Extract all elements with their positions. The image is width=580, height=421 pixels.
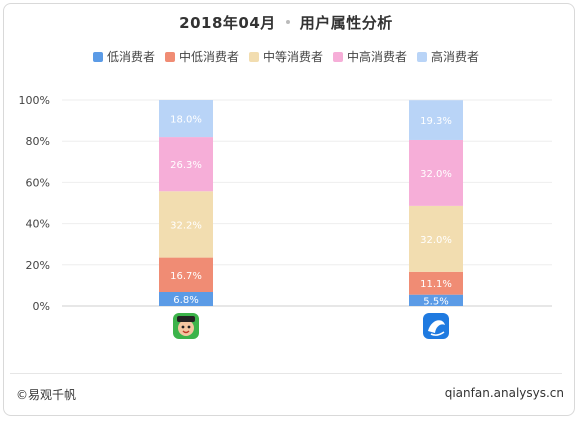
app-icon-0-hat — [177, 316, 195, 322]
data-label-1-2: 32.0% — [420, 235, 452, 246]
legend-item-0: 低消费者 — [92, 48, 155, 65]
data-label-0-4: 18.0% — [170, 115, 202, 126]
legend-item-1: 中低消费者 — [164, 48, 239, 65]
bar-segment-0-4 — [159, 100, 213, 138]
y-tick-label-1: 20% — [26, 259, 50, 272]
y-tick-label-5: 100% — [19, 94, 50, 107]
legend-label-4: 高消费者 — [431, 50, 480, 64]
app-icon-1-wave — [430, 331, 445, 336]
legend-swatch-3 — [333, 52, 343, 62]
app-icon-0-mouth — [182, 330, 190, 334]
title-separator-dot — [285, 20, 290, 24]
footer-divider — [10, 373, 562, 374]
app-icon-0-eye-left — [181, 325, 185, 329]
data-label-0-0: 6.8% — [173, 295, 198, 306]
legend-label-1: 中低消费者 — [178, 50, 239, 64]
source-label: ©易观千帆 — [16, 388, 77, 402]
legend-swatch-0 — [92, 52, 103, 62]
y-tick-label-0: 0% — [33, 300, 50, 313]
y-tick-label-3: 60% — [26, 176, 50, 189]
bar-segment-1-1 — [409, 271, 463, 295]
y-tick-label-2: 40% — [26, 218, 50, 231]
legend-label-3: 中高消费者 — [347, 50, 408, 64]
chart-title: 2018年04月 用户属性分析 — [0, 12, 572, 33]
legend: 低消费者 中低消费者 中等消费者 中高消费者 高消费者 — [0, 48, 572, 65]
app-icon-0-eye-right — [187, 325, 191, 329]
data-label-1-4: 19.3% — [420, 116, 452, 127]
y-tick-label-4: 80% — [26, 135, 50, 148]
bar-segment-0-3 — [159, 137, 213, 192]
bar-segment-0-1 — [159, 257, 213, 292]
legend-item-4: 高消费者 — [417, 48, 479, 65]
bar-segment-1-0 — [409, 294, 463, 306]
data-label-0-2: 32.2% — [170, 220, 202, 231]
app-icon-0-face — [178, 320, 194, 336]
legend-item-2: 中等消费者 — [248, 48, 323, 65]
title-date: 2018年04月 — [179, 14, 276, 32]
data-label-1-0: 5.5% — [423, 296, 448, 307]
legend-label-0: 低消费者 — [106, 50, 155, 64]
legend-label-2: 中等消费者 — [262, 50, 323, 64]
bar-segment-1-3 — [409, 139, 463, 206]
bar-segment-1-4 — [409, 100, 463, 140]
data-label-1-1: 11.1% — [420, 279, 452, 290]
legend-swatch-1 — [164, 52, 175, 62]
data-label-0-1: 16.7% — [170, 271, 202, 282]
legend-swatch-2 — [248, 52, 259, 62]
site-url: qianfan.analysys.cn — [444, 386, 564, 400]
chart-card — [3, 3, 575, 416]
legend-item-3: 中高消费者 — [333, 48, 407, 65]
bar-segment-1-2 — [409, 205, 463, 272]
data-label-1-3: 32.0% — [420, 169, 452, 180]
data-label-0-3: 26.3% — [170, 160, 202, 171]
title-subtitle: 用户属性分析 — [299, 14, 393, 32]
bar-segment-0-2 — [159, 191, 213, 258]
bar-segment-0-0 — [159, 291, 213, 306]
app-icon-1-dolphin — [428, 320, 445, 333]
legend-swatch-4 — [417, 52, 428, 62]
